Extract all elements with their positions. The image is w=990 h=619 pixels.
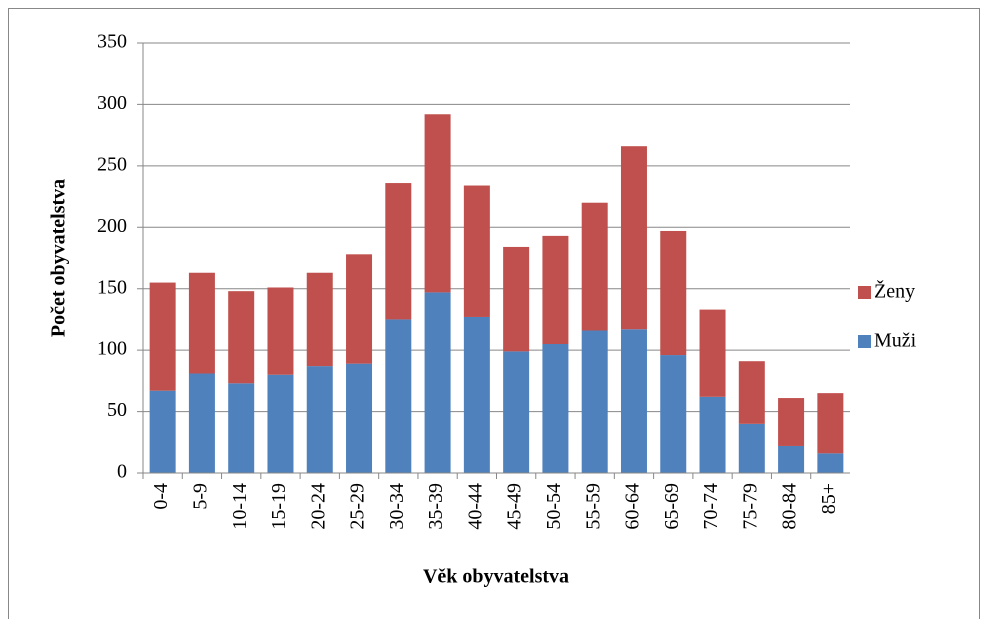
bar: [267, 374, 294, 473]
bar: [385, 183, 412, 320]
legend-swatch: [858, 335, 871, 348]
bar: [463, 316, 490, 473]
x-tick-label: 15-19: [268, 483, 290, 530]
x-tick-label: 30-34: [386, 483, 408, 530]
bar: [581, 202, 608, 331]
bar: [503, 351, 530, 473]
bar: [738, 423, 765, 473]
chart-border: [8, 8, 980, 619]
bar: [660, 355, 687, 473]
bar: [385, 319, 412, 473]
y-tick-label: 100: [97, 338, 127, 360]
legend-swatch: [858, 286, 871, 299]
bar: [188, 272, 215, 374]
y-axis-title: Počet obyvatelstva: [48, 179, 70, 337]
legend-label: Muži: [874, 330, 917, 352]
legend-label: Ženy: [874, 280, 915, 303]
x-tick-label: 55-59: [582, 483, 604, 530]
bar: [424, 292, 451, 473]
x-tick-label: 0-4: [150, 483, 172, 510]
bar: [463, 185, 490, 317]
bar: [620, 329, 647, 473]
bar: [228, 383, 255, 473]
bar: [306, 366, 333, 473]
bar: [188, 373, 215, 473]
y-tick-label: 150: [97, 276, 127, 298]
bar: [817, 393, 844, 454]
bar: [778, 398, 805, 446]
x-tick-label: 80-84: [779, 483, 801, 530]
y-tick-label: 300: [97, 92, 127, 114]
bar: [306, 272, 333, 367]
x-tick-label: 50-54: [543, 483, 565, 530]
x-tick-label: 20-24: [307, 483, 329, 530]
x-tick-label: 85+: [818, 483, 840, 514]
bar: [738, 361, 765, 424]
bar: [581, 330, 608, 473]
bar: [542, 235, 569, 344]
bar: [346, 363, 373, 473]
bar: [778, 445, 805, 473]
y-tick-label: 200: [97, 215, 127, 237]
x-tick-label: 65-69: [661, 483, 683, 530]
y-tick-label: 250: [97, 153, 127, 175]
bar: [660, 230, 687, 356]
x-tick-label: 35-39: [425, 483, 447, 530]
x-tick-label: 5-9: [190, 483, 212, 510]
y-tick-label: 50: [107, 399, 127, 421]
bar: [503, 246, 530, 352]
bar: [424, 114, 451, 293]
x-tick-label: 75-79: [739, 483, 761, 530]
x-tick-label: 70-74: [700, 483, 722, 530]
bar: [149, 282, 176, 391]
y-tick-label: 350: [97, 31, 127, 53]
bar: [267, 287, 294, 375]
bar: [699, 309, 726, 397]
bar: [817, 453, 844, 473]
bar: [346, 254, 373, 364]
bar: [699, 396, 726, 473]
x-tick-label: 45-49: [504, 483, 526, 530]
x-tick-label: 25-29: [347, 483, 369, 530]
bar: [620, 146, 647, 330]
bar: [542, 344, 569, 473]
x-tick-label: 60-64: [622, 483, 644, 530]
bar: [149, 390, 176, 473]
y-tick-label: 0: [117, 461, 127, 483]
bar: [228, 291, 255, 384]
x-axis-title: Věk obyvatelstva: [423, 566, 569, 588]
x-tick-label: 40-44: [464, 483, 486, 530]
x-tick-label: 10-14: [229, 483, 251, 530]
